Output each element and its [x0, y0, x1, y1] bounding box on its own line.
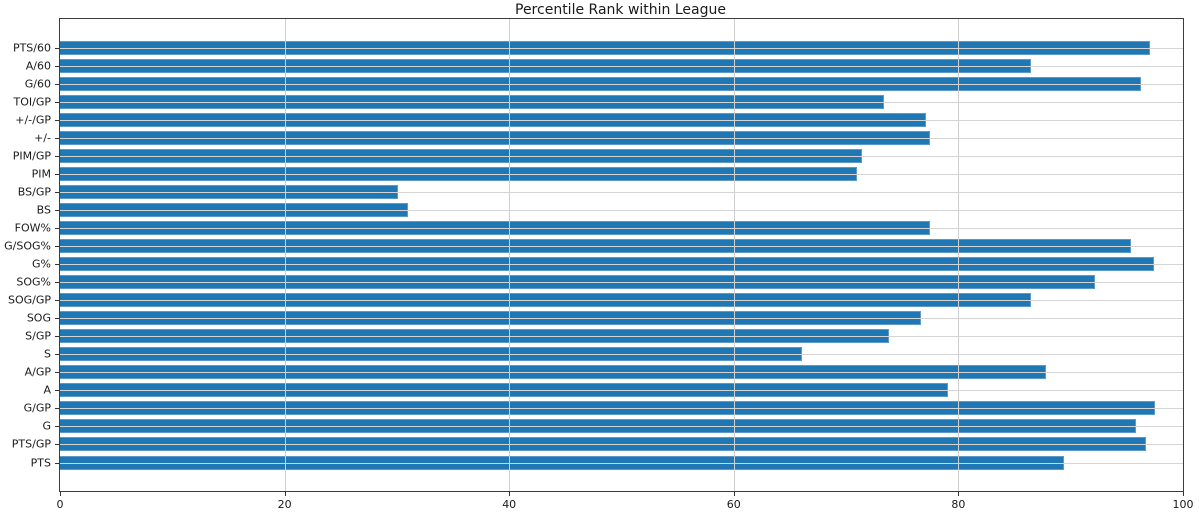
- y-gridline: [60, 155, 1183, 157]
- x-tick: [509, 492, 511, 496]
- y-gridline: [60, 408, 1183, 410]
- chart-title: Percentile Rank within League: [515, 2, 726, 18]
- y-tick: [55, 191, 59, 193]
- y-tick: [55, 119, 59, 121]
- y-tick: [55, 354, 59, 356]
- y-tick-label: PIM/GP: [12, 149, 51, 163]
- y-tick: [55, 282, 59, 284]
- y-gridline: [60, 426, 1183, 428]
- y-tick-label: PTS/60: [12, 41, 51, 54]
- y-tick: [55, 155, 59, 157]
- y-tick-label: SOG%: [16, 275, 51, 289]
- y-gridline: [60, 354, 1183, 356]
- y-gridline: [60, 300, 1183, 302]
- y-tick-label: PTS: [30, 456, 51, 469]
- x-gridline: [958, 19, 960, 491]
- y-gridline: [60, 336, 1183, 338]
- y-tick-label: +/-: [34, 131, 51, 145]
- y-gridline: [60, 444, 1183, 446]
- y-gridline: [60, 47, 1183, 49]
- x-tick-label: 40: [502, 498, 517, 511]
- y-tick: [55, 462, 59, 464]
- y-gridline: [60, 119, 1183, 121]
- y-tick-label: G/60: [24, 77, 51, 91]
- x-tick: [1183, 492, 1184, 496]
- y-tick: [55, 300, 59, 302]
- y-tick-label: FOW%: [14, 221, 51, 235]
- y-tick-label: G: [42, 419, 51, 433]
- y-gridline: [60, 101, 1183, 103]
- y-tick: [55, 137, 59, 139]
- x-tick: [958, 492, 960, 496]
- y-tick: [55, 173, 59, 175]
- y-tick-label: BS: [36, 203, 51, 217]
- y-gridline: [60, 209, 1183, 211]
- y-gridline: [60, 318, 1183, 320]
- y-tick-label: S/GP: [25, 329, 51, 343]
- y-gridline: [60, 372, 1183, 374]
- y-tick-label: PTS/GP: [11, 437, 51, 451]
- x-gridline: [733, 19, 735, 491]
- y-tick: [55, 318, 59, 320]
- x-tick-label: 60: [726, 498, 741, 511]
- y-tick: [55, 390, 59, 392]
- y-tick-label: +/-/GP: [15, 113, 51, 127]
- y-tick: [55, 65, 59, 67]
- x-tick-label: 100: [1172, 498, 1194, 511]
- x-gridline: [284, 19, 286, 491]
- y-tick: [55, 245, 59, 247]
- x-gridline: [509, 19, 511, 491]
- y-tick: [55, 227, 59, 229]
- y-tick-label: G/GP: [23, 401, 51, 415]
- x-tick: [284, 492, 286, 496]
- y-tick-label: G/SOG%: [4, 239, 51, 253]
- y-tick-label: PIM: [31, 167, 51, 181]
- y-gridline: [60, 173, 1183, 175]
- y-tick-label: BS/GP: [17, 185, 51, 199]
- x-tick-label: 0: [56, 498, 64, 511]
- y-tick-label: SOG: [26, 311, 51, 325]
- y-tick-label: A/60: [25, 59, 51, 73]
- y-tick-label: A/GP: [24, 365, 51, 379]
- y-tick: [55, 372, 59, 374]
- y-tick: [55, 426, 59, 428]
- y-tick: [55, 408, 59, 410]
- y-gridline: [60, 264, 1183, 266]
- x-tick-label: 80: [951, 498, 966, 511]
- y-gridline: [60, 282, 1183, 284]
- y-tick-label: A: [43, 383, 51, 397]
- y-gridline: [60, 191, 1183, 193]
- x-tick: [733, 492, 735, 496]
- y-gridline: [60, 245, 1183, 247]
- y-gridline: [60, 137, 1183, 139]
- plot-area: PTS/60 A/60 G/60 TOI/GP +/-/GP +/- PIM/GP PIM BS…: [4, 18, 1194, 511]
- x-tick: [60, 492, 61, 496]
- y-gridline: [60, 462, 1183, 464]
- y-tick-label: SOG/GP: [7, 293, 51, 307]
- y-gridline: [60, 390, 1183, 392]
- y-tick-label: TOI/GP: [13, 95, 52, 109]
- y-tick: [55, 444, 59, 446]
- y-tick: [55, 209, 59, 211]
- y-gridline: [60, 83, 1183, 85]
- x-tick-label: 20: [277, 498, 292, 511]
- y-tick: [55, 83, 59, 85]
- y-tick-label: S: [44, 347, 51, 361]
- y-gridline: [60, 65, 1183, 67]
- y-tick-label: G%: [32, 257, 51, 271]
- y-gridline: [60, 227, 1183, 229]
- y-tick: [55, 264, 59, 266]
- y-tick: [55, 101, 59, 103]
- y-tick: [55, 47, 59, 49]
- y-tick: [55, 336, 59, 338]
